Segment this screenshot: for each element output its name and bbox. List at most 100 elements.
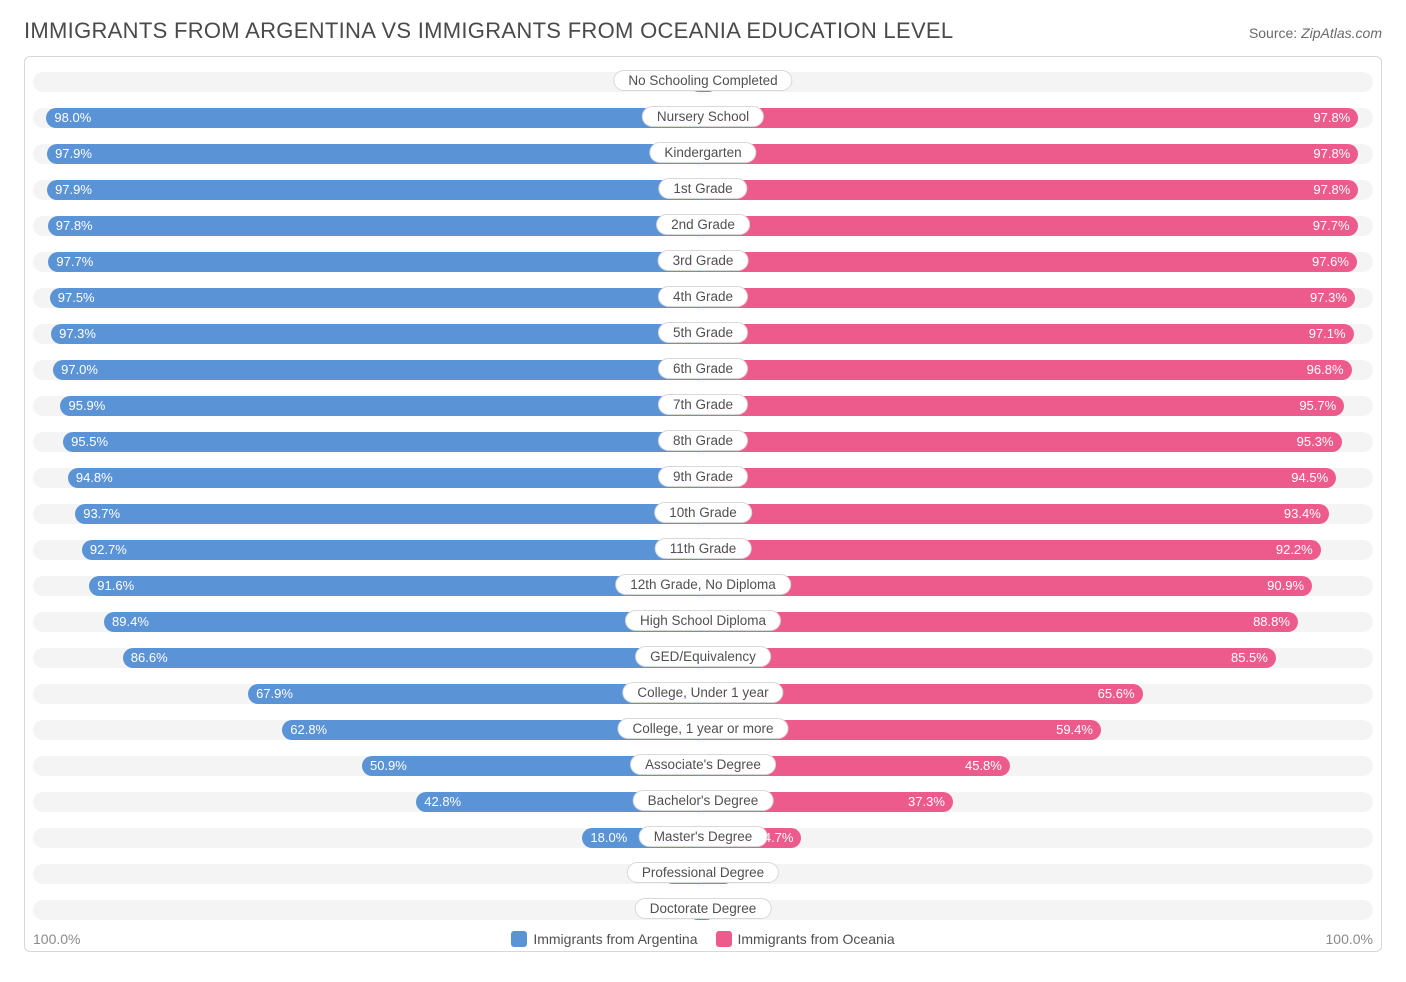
chart-row: 97.5% 97.3% 4th Grade xyxy=(33,283,1373,313)
pct-left: 94.8% xyxy=(76,468,113,488)
legend-label-left: Immigrants from Argentina xyxy=(533,931,697,947)
category-label: 11th Grade xyxy=(655,538,752,559)
track-right xyxy=(703,864,1373,884)
bar-left xyxy=(47,144,703,164)
category-label: Master's Degree xyxy=(639,826,768,847)
pct-left: 67.9% xyxy=(256,684,293,704)
track-left xyxy=(33,864,703,884)
category-label: No Schooling Completed xyxy=(613,70,792,91)
bar-right xyxy=(703,468,1336,488)
bar-right xyxy=(703,180,1358,200)
bar-right xyxy=(703,540,1321,560)
pct-right: 97.1% xyxy=(1309,324,1346,344)
pct-right: 97.8% xyxy=(1313,108,1350,128)
pct-right: 92.2% xyxy=(1276,540,1313,560)
pct-left: 97.0% xyxy=(61,360,98,380)
pct-right: 88.8% xyxy=(1253,612,1290,632)
chart-row: 50.9%45.8%Associate's Degree xyxy=(33,751,1373,781)
pct-right: 96.8% xyxy=(1307,360,1344,380)
pct-right: 37.3% xyxy=(908,792,945,812)
pct-right: 95.3% xyxy=(1297,432,1334,452)
chart-row: 97.0% 96.8% 6th Grade xyxy=(33,355,1373,385)
category-label: 6th Grade xyxy=(658,358,748,379)
bar-left xyxy=(51,324,703,344)
bar-right xyxy=(703,396,1344,416)
bar-left xyxy=(48,216,703,236)
pct-left: 97.9% xyxy=(55,180,92,200)
pct-left: 89.4% xyxy=(112,612,149,632)
pct-left: 86.6% xyxy=(131,648,168,668)
chart-row: 86.6%85.5%GED/Equivalency xyxy=(33,643,1373,673)
category-label: Professional Degree xyxy=(627,862,779,883)
chart-row: 2.1%2.2%No Schooling Completed xyxy=(33,67,1373,97)
pct-right: 93.4% xyxy=(1284,504,1321,524)
pct-left: 98.0% xyxy=(54,108,91,128)
bar-right xyxy=(703,144,1358,164)
chart-row: 93.7% 93.4% 10th Grade xyxy=(33,499,1373,529)
category-label: High School Diploma xyxy=(625,610,781,631)
pct-right: 97.8% xyxy=(1313,180,1350,200)
pct-right: 45.8% xyxy=(965,756,1002,776)
chart-row: 97.8%97.7%2nd Grade xyxy=(33,211,1373,241)
category-label: Nursery School xyxy=(642,106,764,127)
pct-right: 65.6% xyxy=(1098,684,1135,704)
track-right xyxy=(703,828,1373,848)
category-label: 12th Grade, No Diploma xyxy=(615,574,791,595)
category-label: 10th Grade xyxy=(654,502,752,523)
chart-source: Source: ZipAtlas.com xyxy=(1249,25,1382,41)
source-value: ZipAtlas.com xyxy=(1301,25,1382,41)
bar-left xyxy=(48,252,703,272)
legend-label-right: Immigrants from Oceania xyxy=(738,931,895,947)
bar-right xyxy=(703,360,1352,380)
bar-left xyxy=(47,180,703,200)
source-label: Source: xyxy=(1249,25,1301,41)
chart-row: 97.9% 97.8% Kindergarten xyxy=(33,139,1373,169)
chart-row: 97.7%97.6%3rd Grade xyxy=(33,247,1373,277)
chart-row: 94.8%94.5%9th Grade xyxy=(33,463,1373,493)
pct-left: 91.6% xyxy=(97,576,134,596)
bar-left xyxy=(50,288,703,308)
bar-right xyxy=(703,432,1342,452)
chart-footer: 100.0% Immigrants from Argentina Immigra… xyxy=(33,931,1373,947)
pct-right: 97.8% xyxy=(1313,144,1350,164)
bar-right xyxy=(703,612,1298,632)
pct-right: 95.7% xyxy=(1299,396,1336,416)
chart-row: 92.7%92.2%11th Grade xyxy=(33,535,1373,565)
category-label: Bachelor's Degree xyxy=(633,790,774,811)
bar-left xyxy=(75,504,703,524)
track-right xyxy=(703,72,1373,92)
category-label: Kindergarten xyxy=(649,142,756,163)
legend-item-left: Immigrants from Argentina xyxy=(511,931,697,947)
chart-row: 95.9%95.7%7th Grade xyxy=(33,391,1373,421)
chart-row: 42.8% 37.3% Bachelor's Degree xyxy=(33,787,1373,817)
bar-left xyxy=(68,468,703,488)
chart-row: 2.2%1.9%Doctorate Degree xyxy=(33,895,1373,925)
pct-left: 42.8% xyxy=(424,792,461,812)
pct-right: 97.6% xyxy=(1312,252,1349,272)
category-label: 8th Grade xyxy=(658,430,748,451)
pct-left: 97.8% xyxy=(56,216,93,236)
category-label: Associate's Degree xyxy=(630,754,776,775)
pct-right: 94.5% xyxy=(1291,468,1328,488)
pct-right: 97.3% xyxy=(1310,288,1347,308)
legend-swatch-right xyxy=(716,931,732,947)
chart-row: 95.5% 95.3% 8th Grade xyxy=(33,427,1373,457)
chart-row: 97.9%97.8%1st Grade xyxy=(33,175,1373,205)
bar-left xyxy=(60,396,703,416)
track-left xyxy=(33,900,703,920)
category-label: College, 1 year or more xyxy=(617,718,788,739)
category-label: 7th Grade xyxy=(658,394,748,415)
category-label: 3rd Grade xyxy=(658,250,749,271)
pct-left: 18.0% xyxy=(590,828,627,848)
legend-swatch-left xyxy=(511,931,527,947)
category-label: 4th Grade xyxy=(658,286,748,307)
pct-left: 95.5% xyxy=(71,432,108,452)
chart-title: IMMIGRANTS FROM ARGENTINA VS IMMIGRANTS … xyxy=(24,18,953,44)
bar-left xyxy=(53,360,703,380)
pct-left: 93.7% xyxy=(83,504,120,524)
pct-left: 97.5% xyxy=(58,288,95,308)
pct-left: 97.9% xyxy=(55,144,92,164)
chart-row: 97.3%97.1%5th Grade xyxy=(33,319,1373,349)
bar-right xyxy=(703,324,1354,344)
bar-right xyxy=(703,648,1276,668)
